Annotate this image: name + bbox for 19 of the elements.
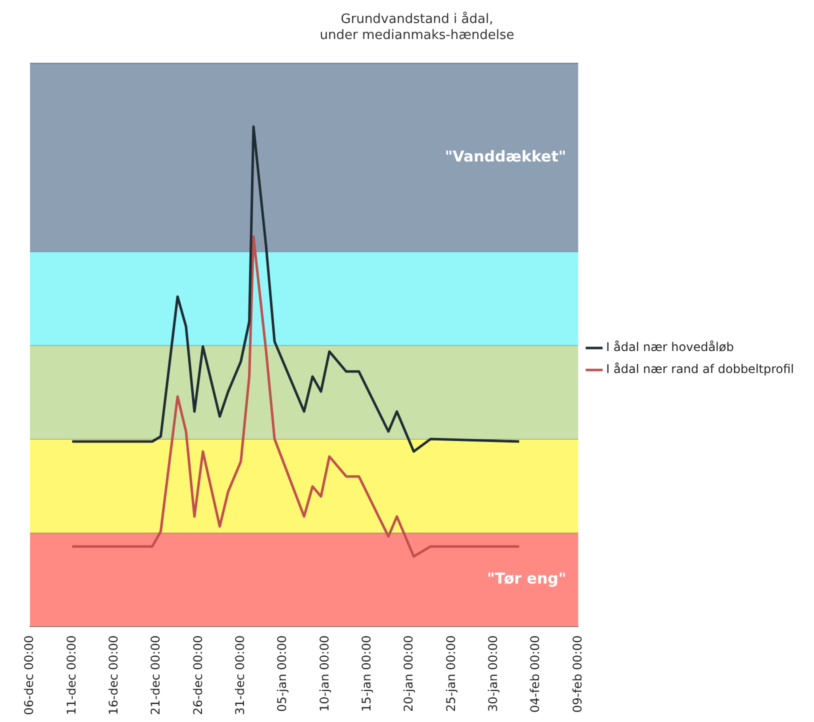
x-tick-label: 26-dec 00:00 bbox=[190, 635, 205, 715]
x-tick-label: 21-dec 00:00 bbox=[148, 635, 163, 715]
x-tick-label: 30-jan 00:00 bbox=[486, 635, 500, 712]
legend-label: I ådal nær hovedåløb bbox=[606, 340, 734, 354]
chart-title: Grundvandstand i ådal, under medianmaks-hændelse bbox=[320, 11, 514, 43]
x-tick-label: 16-dec 00:00 bbox=[106, 635, 120, 715]
legend-label: I ådal nær rand af dobbeltprofil bbox=[606, 362, 794, 376]
x-tick-label: 10-jan 00:00 bbox=[317, 635, 332, 712]
x-tick-label: 09-feb 00:00 bbox=[570, 635, 584, 713]
band-label: "Tør eng" bbox=[486, 569, 566, 588]
x-tick-label: 11-dec 00:00 bbox=[64, 635, 78, 715]
x-tick-label: 06-dec 00:00 bbox=[22, 635, 36, 715]
x-tick-label: 20-jan 00:00 bbox=[402, 635, 416, 712]
x-tick-label: 15-jan 00:00 bbox=[359, 635, 374, 712]
x-tick-label: 25-jan 00:00 bbox=[444, 635, 458, 712]
x-tick-label: 05-jan 00:00 bbox=[275, 635, 290, 712]
x-tick-label: 04-feb 00:00 bbox=[528, 635, 542, 713]
band-label: "Vanddækket" bbox=[444, 147, 566, 166]
x-tick-label: 31-dec 00:00 bbox=[232, 635, 247, 715]
